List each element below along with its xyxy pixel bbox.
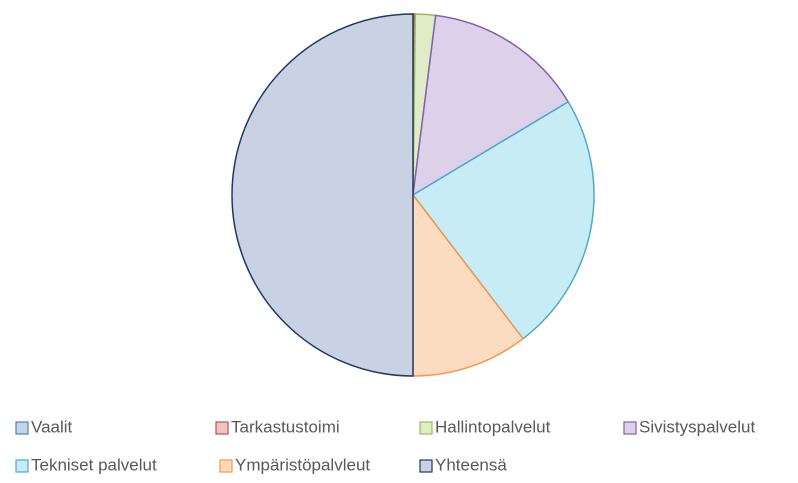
- legend-swatch: [215, 421, 229, 435]
- legend-swatch: [419, 421, 433, 435]
- legend-swatch: [15, 459, 29, 473]
- legend-swatch: [15, 421, 29, 435]
- legend-swatch: [219, 459, 233, 473]
- legend-label: Sivistyspalvelut: [639, 417, 755, 436]
- legend-label: Yhteensä: [435, 455, 507, 474]
- legend-label: Tekniset palvelut: [31, 455, 157, 474]
- legend-label: Tarkastustoimi: [231, 417, 340, 436]
- legend-label: Vaalit: [31, 417, 73, 436]
- pie-slice: [412, 192, 525, 377]
- legend-swatch: [623, 421, 637, 435]
- legend-swatch: [419, 459, 433, 473]
- pie-slice: [411, 100, 595, 340]
- legend-label: Hallintopalvelut: [435, 417, 551, 436]
- pie-slice: [231, 13, 414, 377]
- legend-label: Ympäristöpalvleut: [235, 455, 370, 474]
- pie-slice: [412, 14, 570, 197]
